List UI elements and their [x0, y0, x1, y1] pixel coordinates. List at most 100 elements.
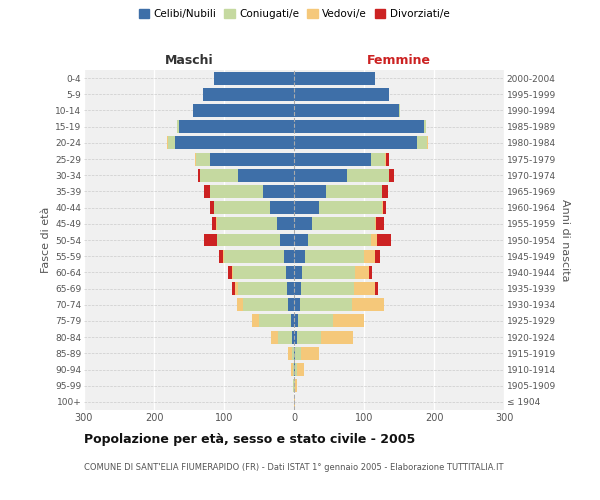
Bar	[198, 169, 199, 181]
Bar	[294, 234, 308, 246]
Bar	[347, 169, 389, 181]
Bar	[294, 201, 319, 214]
Bar	[259, 314, 290, 328]
Bar	[289, 298, 294, 311]
Y-axis label: Anni di nascita: Anni di nascita	[560, 198, 570, 281]
Bar	[325, 185, 382, 198]
Bar	[233, 266, 286, 279]
Bar	[294, 152, 371, 166]
Bar	[269, 201, 294, 214]
Text: Maschi: Maschi	[164, 54, 214, 68]
Bar	[301, 282, 353, 295]
Bar	[290, 363, 293, 376]
Bar	[232, 266, 233, 279]
Bar	[383, 201, 386, 214]
Bar	[219, 250, 223, 262]
Bar	[177, 120, 179, 133]
Bar	[305, 250, 364, 262]
Bar	[210, 201, 214, 214]
Bar	[294, 396, 295, 408]
Bar	[294, 88, 389, 101]
Bar	[294, 218, 311, 230]
Bar	[271, 330, 278, 344]
Bar	[214, 201, 269, 214]
Bar	[294, 120, 424, 133]
Text: Femmine: Femmine	[367, 54, 431, 68]
Bar	[238, 298, 243, 311]
Bar	[205, 234, 217, 246]
Bar	[292, 347, 294, 360]
Bar	[297, 363, 304, 376]
Bar	[228, 266, 232, 279]
Bar	[294, 282, 301, 295]
Bar	[203, 88, 294, 101]
Bar	[294, 379, 295, 392]
Bar	[308, 234, 371, 246]
Bar	[205, 185, 210, 198]
Bar	[295, 347, 301, 360]
Bar	[382, 201, 383, 214]
Bar	[278, 330, 292, 344]
Bar	[277, 218, 294, 230]
Bar	[294, 266, 302, 279]
Text: Popolazione per età, sesso e stato civile - 2005: Popolazione per età, sesso e stato civil…	[84, 432, 415, 446]
Bar	[294, 363, 295, 376]
Bar	[364, 250, 374, 262]
Bar	[297, 330, 322, 344]
Bar	[232, 282, 235, 295]
Legend: Celibi/Nubili, Coniugati/e, Vedovi/e, Divorziati/e: Celibi/Nubili, Coniugati/e, Vedovi/e, Di…	[134, 5, 454, 24]
Bar	[292, 330, 294, 344]
Bar	[371, 234, 377, 246]
Bar	[243, 298, 289, 311]
Bar	[295, 379, 297, 392]
Y-axis label: Fasce di età: Fasce di età	[41, 207, 51, 273]
Bar	[168, 136, 175, 149]
Bar	[199, 169, 238, 181]
Bar	[210, 152, 294, 166]
Bar	[386, 152, 389, 166]
Bar	[175, 136, 294, 149]
Bar	[377, 234, 391, 246]
Bar	[294, 72, 374, 85]
Bar	[302, 266, 355, 279]
Bar	[301, 347, 319, 360]
Bar	[235, 282, 238, 295]
Bar	[210, 185, 263, 198]
Bar	[217, 234, 280, 246]
Bar	[299, 298, 352, 311]
Bar	[424, 120, 425, 133]
Bar	[289, 347, 292, 360]
Bar	[295, 363, 297, 376]
Bar	[217, 218, 277, 230]
Bar	[238, 282, 287, 295]
Bar	[167, 136, 168, 149]
Bar	[294, 104, 399, 117]
Bar	[263, 185, 294, 198]
Bar	[376, 218, 384, 230]
Bar	[352, 298, 383, 311]
Bar	[286, 266, 294, 279]
Bar	[224, 250, 284, 262]
Text: COMUNE DI SANT'ELIA FIUMERAPIDO (FR) - Dati ISTAT 1° gennaio 2005 - Elaborazione: COMUNE DI SANT'ELIA FIUMERAPIDO (FR) - D…	[84, 462, 503, 471]
Bar	[284, 250, 294, 262]
Bar	[374, 250, 380, 262]
Bar	[280, 234, 294, 246]
Bar	[399, 104, 400, 117]
Bar	[290, 314, 294, 328]
Bar	[223, 250, 224, 262]
Bar	[322, 330, 353, 344]
Bar	[294, 330, 297, 344]
Bar	[389, 169, 394, 181]
Bar	[252, 314, 259, 328]
Bar	[416, 136, 427, 149]
Bar	[238, 169, 294, 181]
Bar	[385, 152, 386, 166]
Bar	[355, 266, 369, 279]
Bar	[214, 72, 294, 85]
Bar	[293, 363, 294, 376]
Bar	[196, 152, 210, 166]
Bar	[294, 314, 298, 328]
Bar	[287, 282, 294, 295]
Bar	[353, 282, 374, 295]
Bar	[179, 120, 294, 133]
